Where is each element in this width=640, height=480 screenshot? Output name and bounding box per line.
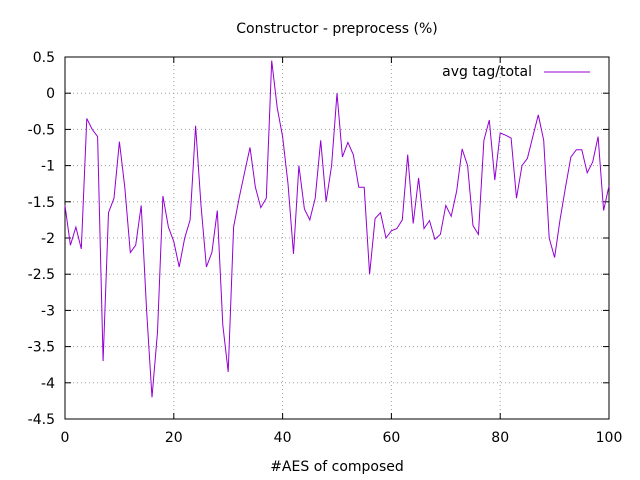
- y-tick-label: 0: [46, 86, 55, 102]
- y-tick-label: -2.5: [28, 267, 55, 283]
- x-tick-label: 60: [382, 430, 400, 446]
- y-tick-label: -3: [41, 303, 55, 319]
- x-tick-label: 20: [165, 430, 183, 446]
- y-tick-label: -4.5: [28, 412, 55, 428]
- legend-label: avg tag/total: [442, 64, 532, 80]
- x-axis-label: #AES of composed: [270, 459, 404, 475]
- axis-ticks: [64, 56, 610, 420]
- x-tick-label: 100: [596, 430, 623, 446]
- x-tick-label: 80: [491, 430, 509, 446]
- y-tick-label: -1: [41, 159, 55, 175]
- legend: avg tag/total: [442, 64, 590, 80]
- y-tick-label: -0.5: [28, 122, 55, 138]
- chart-title: Constructor - preprocess (%): [236, 21, 438, 37]
- y-tick-label: -3.5: [28, 340, 55, 356]
- x-tick-label: 40: [274, 430, 292, 446]
- x-tick-label: 0: [61, 430, 70, 446]
- y-tick-label: 0.5: [33, 50, 55, 66]
- y-tick-label: -2: [41, 231, 55, 247]
- series-line-avg-tag-total: [64, 60, 610, 398]
- y-tick-label: -4: [41, 376, 55, 392]
- x-tick-labels: 0 20 40 60 80 100: [61, 430, 623, 446]
- y-tick-label: -1.5: [28, 195, 55, 211]
- grid-lines: [65, 57, 609, 419]
- y-tick-labels: 0.5 0 -0.5 -1 -1.5 -2 -2.5 -3 -3.5 -4 -4.5: [28, 50, 55, 428]
